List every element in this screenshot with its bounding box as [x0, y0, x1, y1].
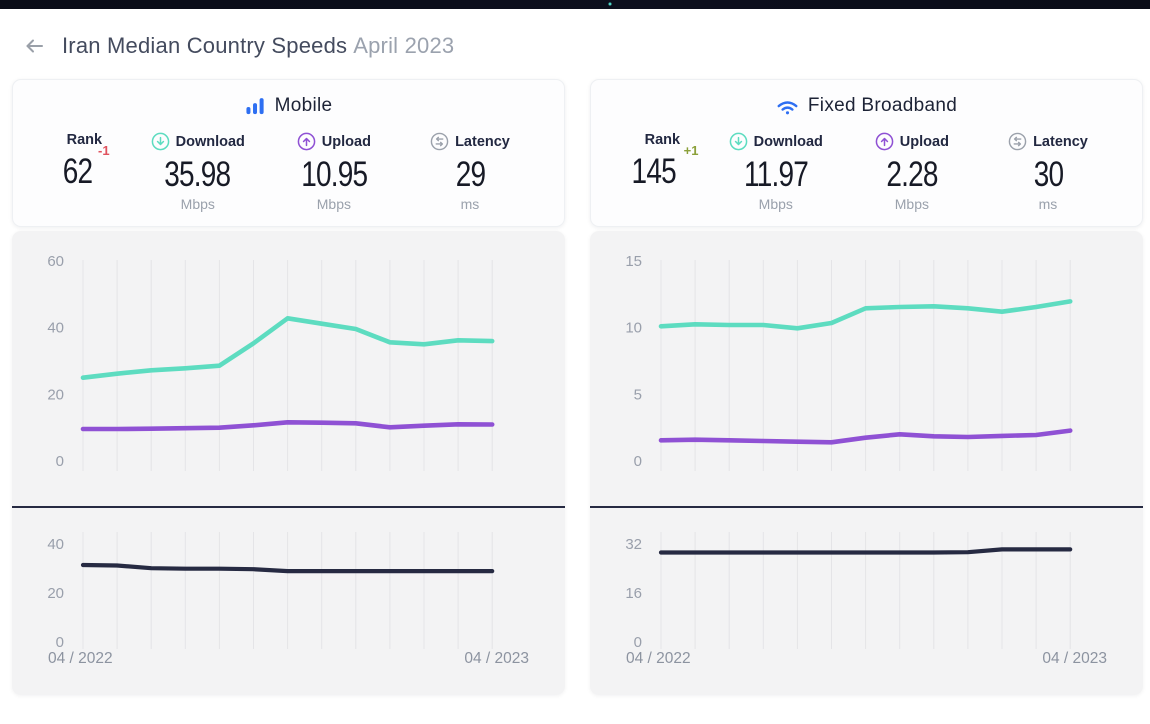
mobile-upload-label: Upload [321, 133, 371, 150]
fixed-panel: Fixed Broadband Rank 145+1 Download 11.9… [590, 79, 1143, 695]
mobile-rank-label: Rank [66, 132, 103, 148]
upload-icon [875, 132, 894, 151]
mobile-upload-value: 10.95 [300, 155, 368, 194]
mobile-charts: 60 40 20 0 40 20 0 04 / 2022 04 / 2023 [12, 231, 565, 695]
latency-icon [430, 132, 449, 151]
mobile-bars-icon [246, 98, 264, 115]
y-tick-label: 16 [625, 585, 642, 602]
fixed-latency-stat: Latency 30 ms [980, 132, 1116, 213]
mobile-panel-title: Mobile [13, 95, 564, 117]
chart-divider [12, 506, 565, 508]
latency-line [658, 547, 1073, 555]
y-tick-label: 20 [47, 386, 64, 403]
fixed-latency-unit: ms [1038, 196, 1058, 212]
mobile-download-stat: Download 35.98 Mbps [130, 132, 266, 213]
upload-line [80, 420, 495, 432]
mobile-speed-chart[interactable]: 60 40 20 0 [12, 231, 565, 506]
fixed-upload-unit: Mbps [894, 196, 929, 212]
fixed-speed-chart[interactable]: 15 10 5 0 [590, 231, 1143, 506]
y-tick-label: 40 [47, 536, 64, 553]
y-tick-label: 0 [634, 453, 642, 470]
panels-row: Mobile Rank 62-1 Download 35.98 M [0, 79, 1150, 695]
mobile-latency-value: 29 [455, 155, 485, 194]
mobile-download-value: 35.98 [164, 155, 232, 194]
fixed-upload-label: Upload [899, 133, 949, 150]
wifi-icon [777, 100, 798, 114]
y-tick-label: 0 [56, 634, 64, 651]
mobile-download-label: Download [175, 133, 245, 150]
y-tick-label: 0 [56, 453, 64, 470]
y-tick-label: 32 [625, 536, 642, 553]
download-line [80, 316, 495, 380]
mobile-latency-label: Latency [455, 133, 510, 150]
fixed-panel-title: Fixed Broadband [591, 95, 1142, 117]
page-header: Iran Median Country Speeds April 2023 [0, 9, 1150, 79]
back-arrow-icon [26, 39, 43, 53]
fixed-charts: 15 10 5 0 32 16 0 04 / 2022 04 / 2023 [590, 231, 1143, 695]
fixed-download-label: Download [753, 133, 823, 150]
download-icon [729, 132, 747, 151]
page-title-period: April 2023 [353, 33, 455, 58]
mobile-upload-stat: Upload 10.95 Mbps [266, 132, 402, 213]
fixed-rank-label: Rank [644, 132, 681, 148]
x-axis-label-start: 04 / 2022 [626, 650, 691, 667]
mobile-stats: Rank 62-1 Download 35.98 Mbps [13, 132, 564, 213]
mobile-panel: Mobile Rank 62-1 Download 35.98 M [12, 79, 565, 695]
fixed-latency-label: Latency [1033, 133, 1088, 150]
y-tick-label: 5 [634, 386, 642, 403]
back-button[interactable] [22, 34, 46, 58]
page-title-main: Iran Median Country Speeds [62, 33, 348, 58]
x-axis-label-end: 04 / 2023 [464, 650, 529, 667]
mobile-upload-unit: Mbps [316, 196, 351, 212]
mobile-panel-header: Mobile Rank 62-1 Download 35.98 M [12, 79, 565, 227]
y-tick-label: 60 [47, 253, 64, 270]
x-axis-label-start: 04 / 2022 [48, 650, 113, 667]
mobile-download-unit: Mbps [180, 196, 215, 212]
fixed-panel-title-text: Fixed Broadband [807, 95, 958, 116]
fixed-rank-change: +1 [683, 143, 699, 159]
mobile-rank-value: 62-1 [62, 143, 110, 191]
fixed-download-unit: Mbps [758, 196, 793, 212]
y-tick-label: 40 [47, 320, 64, 337]
mobile-rank-stat: Rank 62-1 [39, 132, 130, 213]
upload-line [658, 428, 1073, 445]
y-tick-label: 15 [625, 253, 642, 270]
fixed-upload-stat: Upload 2.28 Mbps [844, 132, 980, 213]
y-tick-label: 10 [625, 320, 642, 337]
fixed-rank-value: 145+1 [631, 143, 699, 191]
x-axis-label-end: 04 / 2023 [1042, 650, 1107, 667]
fixed-rank-stat: Rank 145+1 [617, 132, 708, 213]
mobile-latency-chart[interactable]: 40 20 004 / 2022 04 / 2023 [12, 508, 565, 670]
fixed-upload-value: 2.28 [886, 155, 938, 194]
latency-line [80, 562, 495, 574]
mobile-rank-change: -1 [98, 143, 110, 159]
mobile-panel-title-text: Mobile [274, 95, 333, 116]
fixed-latency-chart[interactable]: 32 16 004 / 2022 04 / 2023 [590, 508, 1143, 670]
page-title: Iran Median Country Speeds April 2023 [62, 33, 454, 59]
mobile-latency-unit: ms [460, 196, 480, 212]
top-dark-banner [0, 0, 1150, 9]
upload-icon [297, 132, 316, 151]
y-tick-label: 20 [47, 585, 64, 602]
fixed-stats: Rank 145+1 Download 11.97 Mbps [591, 132, 1142, 213]
download-icon [151, 132, 169, 151]
fixed-download-stat: Download 11.97 Mbps [708, 132, 844, 213]
fixed-download-value: 11.97 [743, 155, 809, 194]
download-line [658, 299, 1073, 331]
fixed-panel-header: Fixed Broadband Rank 145+1 Download 11.9… [590, 79, 1143, 227]
fixed-latency-value: 30 [1033, 155, 1063, 194]
y-tick-label: 0 [634, 634, 642, 651]
latency-icon [1008, 132, 1027, 151]
mobile-latency-stat: Latency 29 ms [402, 132, 538, 213]
chart-divider [590, 506, 1143, 508]
